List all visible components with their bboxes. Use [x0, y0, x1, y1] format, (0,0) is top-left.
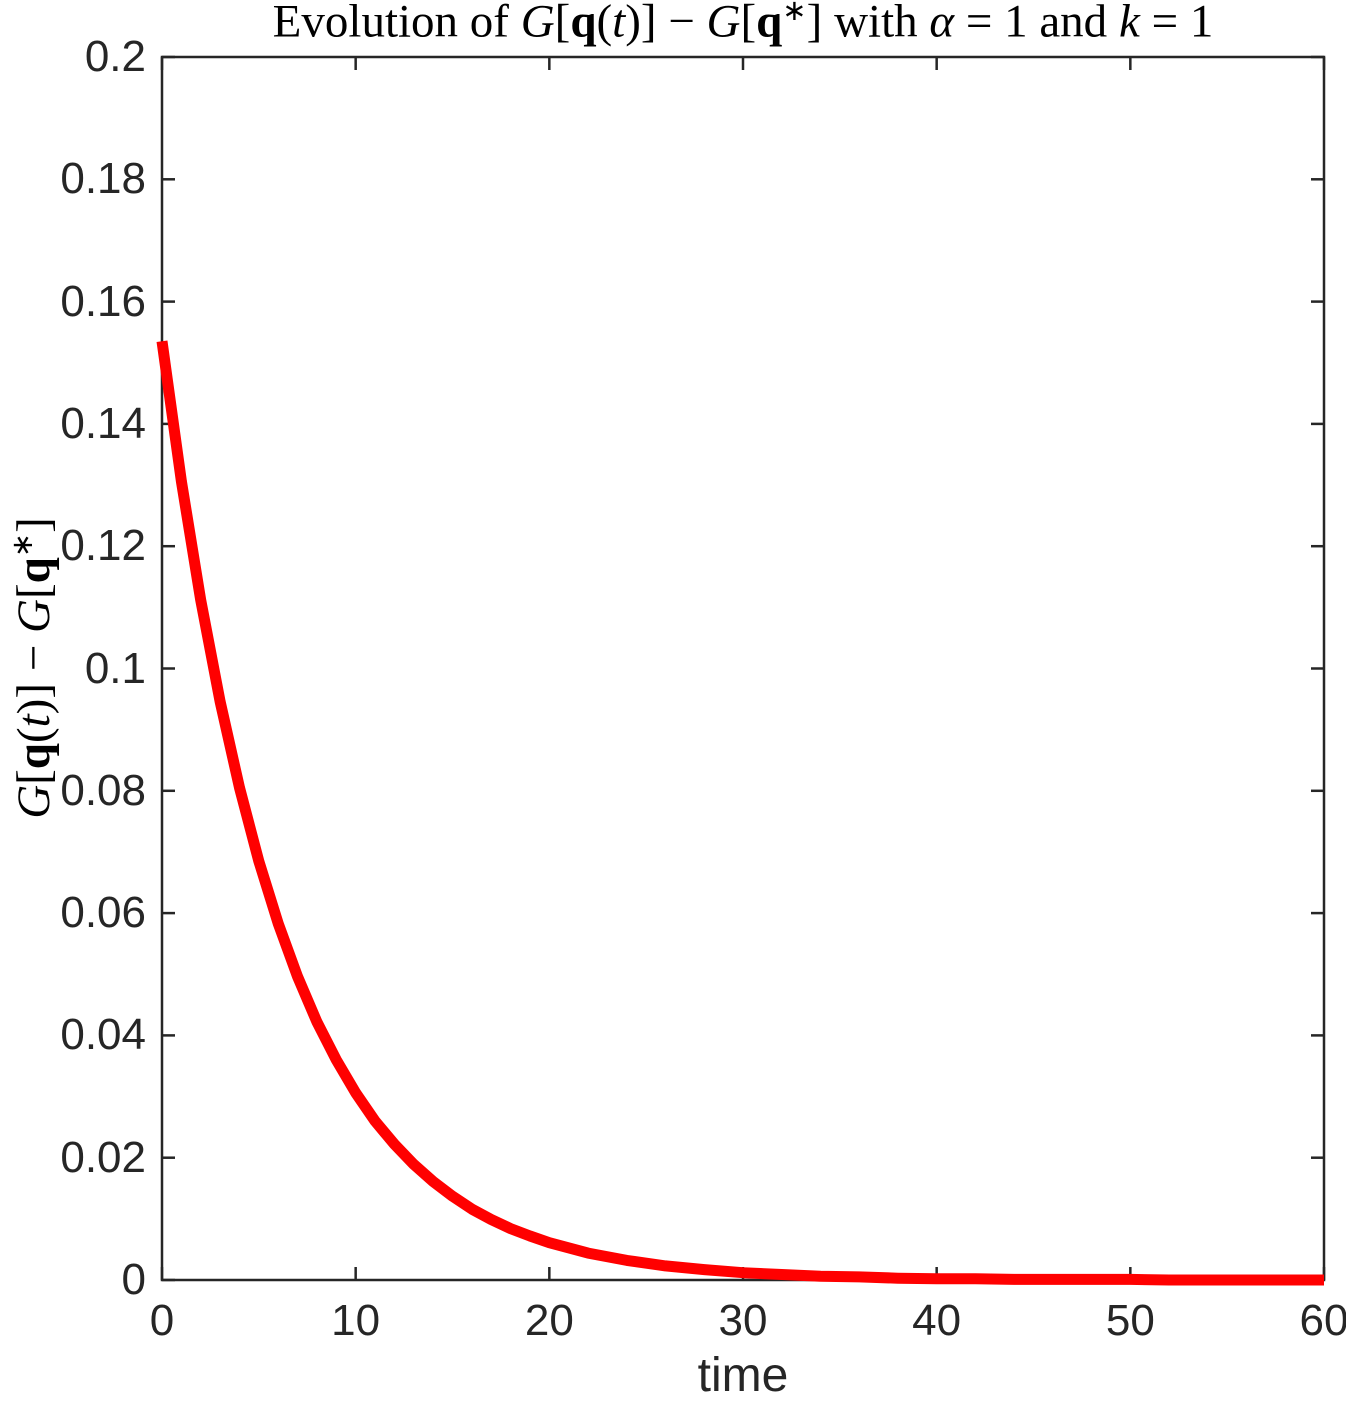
x-tick-label: 60: [1299, 1296, 1346, 1345]
math-text-part: t: [7, 714, 60, 728]
chart-title: Evolution of G[q(t)] − G[q∗] with α = 1 …: [162, 0, 1324, 49]
plot-box: [160, 55, 1326, 1282]
y-tick-label: 0.1: [84, 643, 146, 693]
math-text-part: [: [740, 0, 757, 48]
y-tick-label: 0.18: [60, 154, 146, 204]
y-tick-label: 0.16: [60, 276, 146, 326]
y-tick-label: 0.04: [60, 1010, 146, 1060]
y-tick-label: 0.12: [60, 521, 146, 571]
x-tick-label: 10: [331, 1296, 381, 1345]
math-text-part: = 1 and: [954, 0, 1119, 48]
math-text-part: t: [612, 0, 626, 48]
math-text-part: Evolution of: [272, 0, 521, 48]
x-tick-label: 20: [524, 1296, 574, 1345]
math-text-part: = 1: [1139, 0, 1214, 48]
y-tick-label: 0.14: [60, 398, 146, 448]
y-tick-label: 0.2: [84, 32, 146, 81]
math-text-part: )]: [625, 0, 657, 48]
y-tick-label: 0: [121, 1255, 146, 1304]
math-text-part: −: [656, 0, 707, 48]
x-tick-label: 30: [718, 1296, 768, 1345]
math-text-part: G: [706, 0, 741, 48]
x-tick-label: 0: [149, 1296, 175, 1345]
math-text-part: [: [7, 583, 60, 600]
x-tick-label: 40: [912, 1296, 962, 1345]
math-text-part: q: [7, 743, 60, 770]
math-text-part: q: [756, 0, 783, 48]
math-text-part: G: [520, 0, 555, 48]
math-text-part: ] with: [806, 0, 930, 48]
math-text-part: α: [929, 0, 955, 48]
y-tick-label: 0.06: [60, 888, 146, 938]
math-text-part: G: [7, 599, 60, 634]
math-text-part: (: [7, 727, 60, 744]
math-text-part: (: [596, 0, 613, 48]
x-axis-label: time: [697, 1349, 789, 1402]
x-tick-label: 50: [1105, 1296, 1155, 1345]
y-tick-label: 0.08: [60, 765, 146, 815]
math-text-part: q: [570, 0, 597, 48]
math-text-part: k: [1118, 0, 1140, 48]
math-text-part: [: [554, 0, 571, 48]
y-tick-label: 0.02: [60, 1132, 146, 1182]
data-line: [156, 340, 1324, 1286]
math-text-part: ∗: [782, 0, 807, 27]
